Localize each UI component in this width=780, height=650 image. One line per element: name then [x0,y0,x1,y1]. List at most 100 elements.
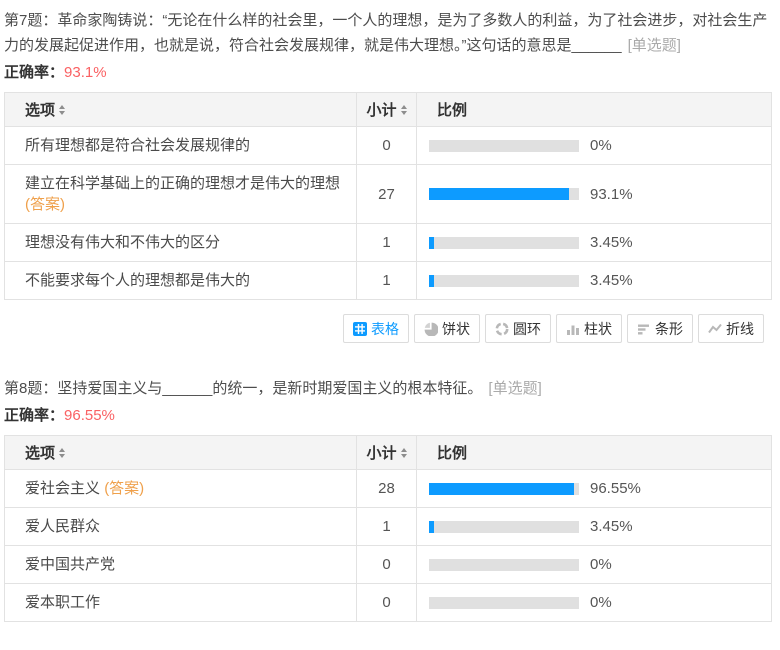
ratio-bar-track [429,596,579,609]
ratio-bar-track [429,482,579,495]
ratio-percent: 0% [590,556,612,573]
table-icon [353,321,367,336]
ratio-percent: 0% [590,137,612,154]
column-chart-icon [567,325,579,335]
ratio-percent: 0% [590,594,612,611]
ratio-bar-track [429,236,579,249]
table-row: 不能要求每个人的理想都是伟大的 1 3.45% [4,261,772,300]
table-row: 爱社会主义 (答案) 28 96.55% [4,469,772,508]
option-cell: 建立在科学基础上的正确的理想才是伟大的理想 (答案) [4,164,357,224]
table-row: 建立在科学基础上的正确的理想才是伟大的理想 (答案) 27 93.1% [4,164,772,224]
ratio-bar-fill [429,236,435,249]
ratio-percent: 3.45% [590,518,633,535]
question-8-title: 第8题：坚持爱国主义与______的统一，是新时期爱国主义的根本特征。 [单选题] [4,376,772,401]
question-block-7: 第7题：革命家陶铸说：“无论在什么样的社会里，一个人的理想，是为了多数人的利益，… [4,8,772,343]
column-header-ratio-label: 比例 [437,102,468,119]
option-text: 爱本职工作 [25,594,101,611]
count-cell: 1 [356,507,417,546]
column-header-option[interactable]: 选项 [4,92,357,127]
option-cell: 理想没有伟大和不伟大的区分 [4,223,357,262]
option-text: 所有理想都是符合社会发展规律的 [25,137,251,154]
sort-icon[interactable] [59,447,66,458]
option-cell: 爱社会主义 (答案) [4,469,357,508]
chart-btn-label: 饼状 [442,320,470,337]
question-8-accuracy: 正确率：96.55% [4,406,772,426]
table-row: 理想没有伟大和不伟大的区分 1 3.45% [4,223,772,262]
ratio-percent: 93.1% [590,185,633,203]
question-7-title: 第7题：革命家陶铸说：“无论在什么样的社会里，一个人的理想，是为了多数人的利益，… [4,8,772,58]
option-cell: 所有理想都是符合社会发展规律的 [4,126,357,165]
column-header-ratio-label: 比例 [437,445,468,462]
question-7-accuracy: 正确率：93.1% [4,63,772,83]
question-7-type-tag: [单选题] [627,37,681,54]
ratio-cell: 0% [416,545,772,584]
ratio-percent: 3.45% [590,272,633,289]
accuracy-value: 96.55% [64,407,115,424]
question-block-8: 第8题：坚持爱国主义与______的统一，是新时期爱国主义的根本特征。 [单选题]… [4,376,772,622]
count-cell: 0 [356,583,417,622]
chart-btn-column[interactable]: 柱状 [556,314,622,343]
chart-btn-pie[interactable]: 饼状 [414,314,480,343]
pie-icon [424,322,438,336]
option-text: 建立在科学基础上的正确的理想才是伟大的理想 [25,175,341,192]
column-header-count-label: 小计 [366,102,397,119]
chart-btn-table[interactable]: 表格 [343,314,409,343]
survey-results-page: 第7题：革命家陶铸说：“无论在什么样的社会里，一个人的理想，是为了多数人的利益，… [4,8,772,622]
chart-btn-bar[interactable]: 条形 [627,314,693,343]
option-text: 不能要求每个人的理想都是伟大的 [25,272,251,289]
table-header-row: 选项 小计 比例 [4,92,772,127]
answer-tag: (答案) [25,196,65,213]
column-header-count[interactable]: 小计 [356,435,417,470]
ratio-bar-track [429,558,579,571]
option-text: 爱社会主义 [25,480,101,497]
count-cell: 1 [356,223,417,262]
donut-icon [495,322,509,335]
option-text: 理想没有伟大和不伟大的区分 [25,234,221,251]
accuracy-label: 正确率： [4,64,65,81]
count-cell: 28 [356,469,417,508]
option-text: 爱人民群众 [25,518,101,535]
accuracy-value: 93.1% [64,64,107,81]
option-cell: 爱本职工作 [4,583,357,622]
question-8-stats-table: 选项 小计 比例 爱社会主义 (答案) 28 96.55% 爱 [4,435,772,622]
bar-chart-icon [638,324,649,334]
option-cell: 爱人民群众 [4,507,357,546]
option-cell: 爱中国共产党 [4,545,357,584]
ratio-cell: 3.45% [416,507,772,546]
table-row: 爱本职工作 0 0% [4,583,772,622]
ratio-percent: 3.45% [590,234,633,251]
ratio-bar-track [429,139,579,152]
table-row: 爱中国共产党 0 0% [4,545,772,584]
column-header-count[interactable]: 小计 [356,92,417,127]
ratio-cell: 93.1% [416,164,772,224]
ratio-cell: 96.55% [416,469,772,508]
sort-icon[interactable] [59,104,66,115]
accuracy-label: 正确率： [4,407,65,424]
ratio-bar-track [429,274,579,287]
chart-btn-line[interactable]: 折线 [698,314,764,343]
column-header-option[interactable]: 选项 [4,435,357,470]
ratio-bar-fill [429,188,569,200]
question-8-type-tag: [单选题] [488,380,542,397]
ratio-percent: 96.55% [590,480,641,497]
ratio-cell: 3.45% [416,223,772,262]
option-text: 爱中国共产党 [25,556,116,573]
ratio-cell: 0% [416,126,772,165]
ratio-bar-fill [429,274,435,287]
column-header-option-label: 选项 [25,445,56,462]
question-8-title-text: 第8题：坚持爱国主义与______的统一，是新时期爱国主义的根本特征。 [4,380,483,397]
sort-icon[interactable] [400,447,407,458]
answer-tag: (答案) [104,480,145,497]
ratio-bar-track [429,188,579,200]
chart-btn-donut[interactable]: 圆环 [485,314,551,343]
chart-btn-label: 表格 [371,320,399,337]
table-row: 爱人民群众 1 3.45% [4,507,772,546]
sort-icon[interactable] [400,104,407,115]
ratio-cell: 3.45% [416,261,772,300]
option-cell: 不能要求每个人的理想都是伟大的 [4,261,357,300]
line-chart-icon [708,323,722,333]
column-header-count-label: 小计 [366,445,397,462]
column-header-option-label: 选项 [25,102,56,119]
column-header-ratio: 比例 [416,435,772,470]
ratio-cell: 0% [416,583,772,622]
